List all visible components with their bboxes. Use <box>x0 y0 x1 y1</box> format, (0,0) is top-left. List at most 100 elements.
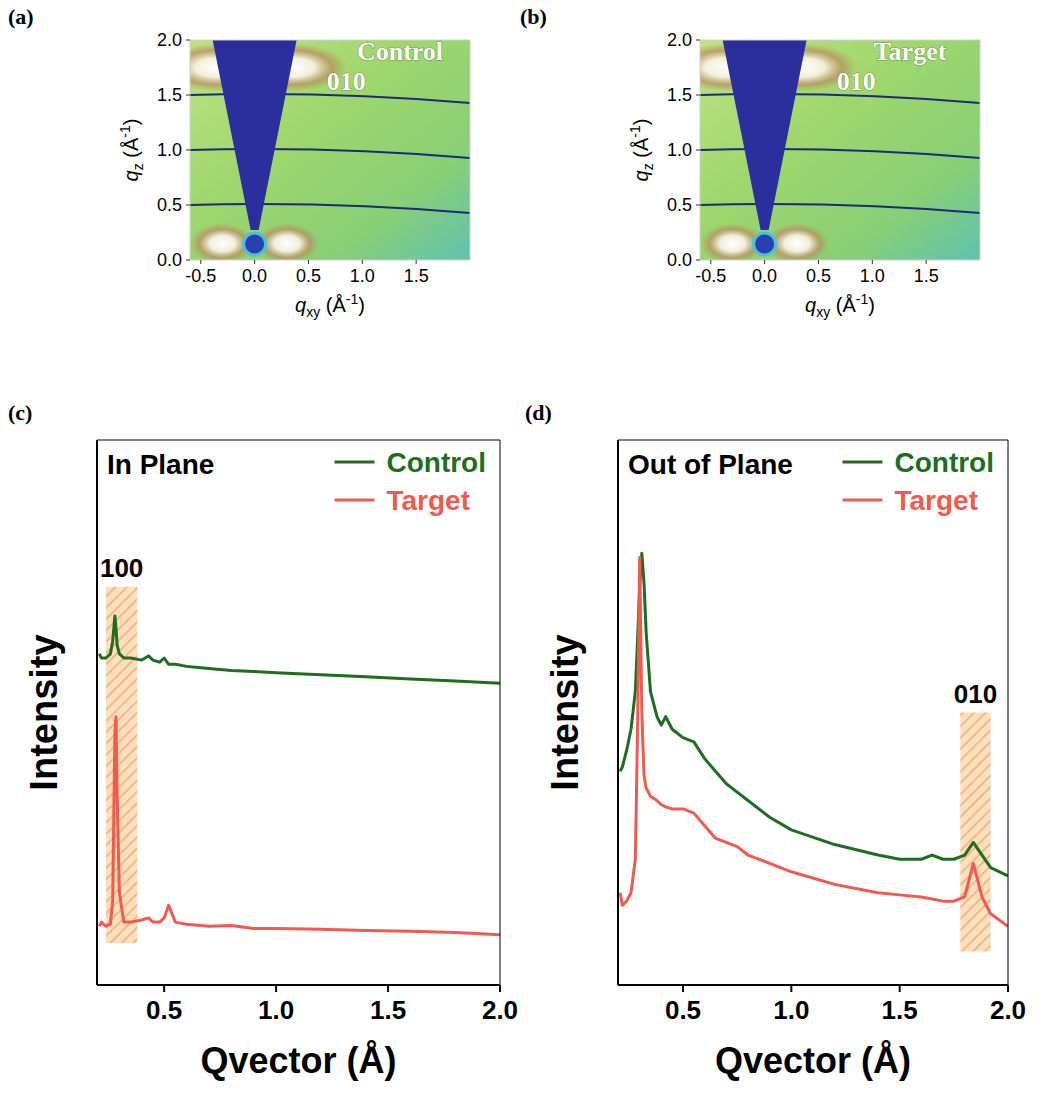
y-tick <box>696 205 700 206</box>
y-tick <box>696 95 700 96</box>
grid-line <box>190 204 470 213</box>
legend-entry: Control <box>334 447 486 478</box>
label-unit: ) <box>120 119 142 126</box>
frame-top <box>618 440 1008 441</box>
y-tick-label: 1.5 <box>667 85 692 105</box>
x-tick-label: 0.5 <box>806 266 831 286</box>
panel-title: In Plane <box>107 449 214 480</box>
x-tick <box>163 985 165 992</box>
missing-wedge <box>213 40 297 230</box>
x-tick <box>499 985 501 992</box>
label-unit: (Å <box>630 137 652 163</box>
label-subscript: z <box>130 163 146 170</box>
plot-area <box>700 40 980 260</box>
x-tick <box>710 260 711 264</box>
x-axis-title: qxy (Å-1) <box>805 291 875 320</box>
label-symbol: q <box>295 294 306 316</box>
legend-entry: Target <box>334 485 470 516</box>
x-tick-label: 1.0 <box>860 266 885 286</box>
y-tick-label: 2.0 <box>157 30 182 50</box>
x-tick <box>926 260 927 264</box>
label-subscript: xy <box>816 304 830 320</box>
highlight-band <box>960 713 990 952</box>
annotation: Target <box>874 37 947 66</box>
x-tick <box>387 985 389 992</box>
panel-label: (d) <box>525 400 552 425</box>
band-label: 100 <box>100 553 143 583</box>
legend-entry: Target <box>842 485 978 516</box>
grid-line <box>190 149 470 158</box>
x-tick <box>818 260 819 264</box>
series-line <box>99 717 500 935</box>
label-unit: ) <box>868 294 875 316</box>
x-tick-label: 1.0 <box>773 995 809 1025</box>
y-axis <box>617 440 619 985</box>
label-subscript: xy <box>306 304 320 320</box>
x-tick-label: -0.5 <box>185 266 216 286</box>
legend-label: Control <box>894 447 994 478</box>
x-tick-label: 2.0 <box>990 995 1026 1025</box>
legend-label: Control <box>386 447 486 478</box>
label-superscript: -1 <box>627 125 643 138</box>
y-tick <box>186 40 190 41</box>
y-axis-title: qz (Å-1) <box>627 119 656 182</box>
series-line <box>99 616 500 683</box>
x-tick-label: -0.5 <box>695 266 726 286</box>
x-tick-label: 0.5 <box>665 995 701 1025</box>
label-superscript: -1 <box>346 291 359 307</box>
legend-swatch <box>334 461 374 464</box>
annotation: 010 <box>837 67 876 96</box>
legend: Control Target <box>842 447 994 516</box>
label-unit: ) <box>630 119 652 126</box>
label-superscript: -1 <box>117 125 133 138</box>
y-tick-label: 0.5 <box>667 195 692 215</box>
panel-title: Out of Plane <box>628 449 793 480</box>
y-tick <box>696 150 700 151</box>
label-symbol: q <box>120 170 142 181</box>
beam-stop <box>244 233 266 255</box>
legend-label: Target <box>894 485 978 516</box>
legend-entry: Control <box>842 447 994 478</box>
y-axis-title: Intensity <box>23 634 65 790</box>
plot-area <box>99 587 500 943</box>
y-tick-label: 0.5 <box>157 195 182 215</box>
x-tick-label: 1.0 <box>258 995 294 1025</box>
label-unit: (Å <box>120 137 142 163</box>
panel-label: (a) <box>8 4 34 29</box>
x-tick <box>899 985 901 992</box>
x-axis <box>97 984 500 986</box>
x-axis-title: Qvector (Å) <box>715 1040 911 1081</box>
x-tick <box>308 260 309 264</box>
label-symbol: q <box>805 294 816 316</box>
y-tick-label: 0.0 <box>157 250 182 270</box>
x-axis <box>618 984 1008 986</box>
label-unit: (Å <box>320 294 346 316</box>
x-tick-label: 1.5 <box>370 995 406 1025</box>
frame-right <box>1008 440 1009 985</box>
x-tick <box>416 260 417 264</box>
y-axis <box>96 440 98 985</box>
x-tick <box>682 985 684 992</box>
y-tick-label: 1.5 <box>157 85 182 105</box>
plot-area <box>620 553 1008 951</box>
band-label: 010 <box>954 679 997 709</box>
x-tick <box>200 260 201 264</box>
x-tick <box>275 985 277 992</box>
label-symbol: q <box>630 170 652 181</box>
y-axis-title: Intensity <box>544 634 586 790</box>
highlight-band <box>106 587 137 943</box>
grid-line <box>700 204 980 213</box>
x-tick-label: 0.0 <box>752 266 777 286</box>
x-axis-title: qxy (Å-1) <box>295 291 365 320</box>
frame-right <box>500 440 501 985</box>
missing-wedge <box>723 40 807 230</box>
x-axis-title: Qvector (Å) <box>200 1040 396 1081</box>
x-tick <box>764 260 765 264</box>
map-frame <box>190 40 470 260</box>
plot-area <box>190 40 470 260</box>
y-tick-label: 1.0 <box>157 140 182 160</box>
grid-line <box>700 149 980 158</box>
legend-swatch <box>334 499 374 502</box>
x-tick-label: 0.5 <box>146 995 182 1025</box>
frame-top <box>97 440 500 441</box>
